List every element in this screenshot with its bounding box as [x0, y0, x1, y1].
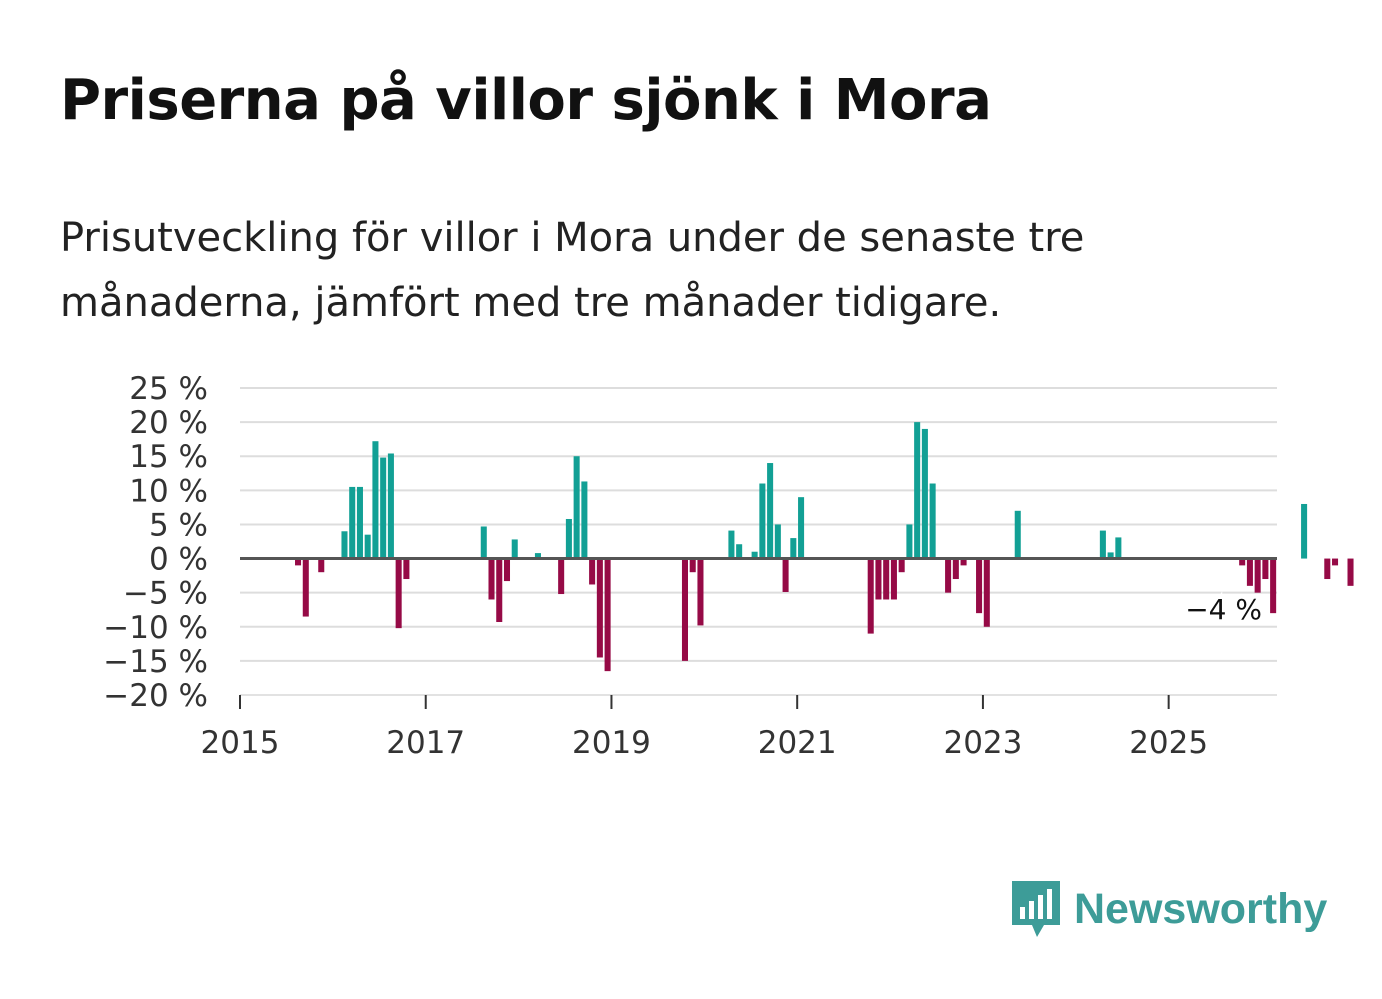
bar	[573, 456, 580, 559]
grid-lines	[240, 387, 1277, 696]
bar	[883, 558, 890, 600]
bar	[689, 558, 696, 573]
bar	[921, 428, 928, 559]
bar	[1014, 510, 1021, 559]
y-tick-label: 15 %	[129, 439, 208, 475]
bar	[782, 558, 789, 592]
bar	[1246, 558, 1253, 586]
bar	[945, 558, 952, 593]
bar	[1099, 530, 1106, 559]
bar	[395, 558, 402, 629]
bar	[898, 558, 905, 573]
bar	[387, 453, 394, 559]
brand-name: Newsworthy	[1074, 884, 1328, 933]
bar	[867, 558, 874, 634]
bar	[356, 486, 363, 559]
bar-chart-speech-bubble-icon	[1012, 881, 1060, 937]
bar	[1301, 503, 1308, 559]
bar	[875, 558, 882, 600]
bar	[767, 463, 774, 559]
y-axis-labels: 25 %20 %15 %10 %5 %0 %−5 %−10 %−15 %−20 …	[103, 371, 208, 714]
last-value-label: −4 %	[1185, 593, 1262, 626]
x-tick-label: 2025	[1129, 725, 1208, 761]
bar	[558, 558, 565, 595]
bar	[906, 524, 913, 559]
bar	[960, 558, 967, 566]
bar	[890, 558, 897, 600]
bar	[341, 531, 348, 559]
bar	[511, 539, 518, 559]
y-tick-label: 5 %	[149, 507, 208, 543]
bar	[736, 544, 743, 559]
bar	[759, 483, 766, 559]
bar	[697, 558, 704, 626]
x-tick-label: 2021	[758, 725, 837, 761]
bar	[1324, 558, 1331, 580]
y-tick-label: −10 %	[103, 610, 208, 646]
bar	[1239, 558, 1246, 566]
x-axis: 2015 2017 2019 2021 2023 2025	[201, 694, 1277, 761]
y-tick-label: −5 %	[123, 576, 208, 612]
bar	[318, 558, 325, 573]
bar	[295, 558, 302, 566]
y-tick-label: 25 %	[129, 371, 208, 407]
bar	[480, 526, 487, 559]
x-tick-label: 2023	[943, 725, 1022, 761]
bar	[372, 441, 379, 559]
annotation: −4 %	[1182, 590, 1265, 629]
bar	[952, 558, 959, 580]
bar	[503, 558, 511, 582]
bar	[983, 558, 990, 627]
x-tick-label: 2019	[572, 725, 651, 761]
x-tick-label: 2017	[386, 725, 465, 761]
bar	[1262, 558, 1269, 580]
bar	[1107, 552, 1114, 559]
bar	[1347, 558, 1354, 586]
y-tick-label: 0 %	[149, 542, 208, 578]
bar	[496, 558, 503, 623]
bar	[790, 538, 797, 559]
bar	[534, 553, 541, 559]
bar	[380, 457, 387, 559]
bar	[774, 524, 781, 559]
bar	[565, 518, 572, 559]
bar	[581, 481, 588, 559]
bar	[681, 558, 688, 661]
page-title: Priserna på villor sjönk i Mora	[60, 68, 992, 133]
bar	[914, 422, 921, 559]
bar	[364, 534, 371, 559]
bar	[604, 558, 611, 672]
bar	[1332, 558, 1339, 566]
bar	[976, 558, 983, 614]
bar	[302, 558, 309, 617]
bars	[295, 422, 1354, 672]
newsworthy-logo: Newsworthy	[1010, 878, 1327, 940]
bar	[488, 558, 495, 600]
bar	[1270, 558, 1277, 614]
bar	[596, 558, 603, 658]
bar	[1254, 558, 1261, 593]
bar-chart: 25 %20 %15 %10 %5 %0 %−5 %−10 %−15 %−20 …	[103, 371, 1354, 761]
bar	[751, 551, 758, 559]
bar	[349, 486, 356, 559]
bar	[798, 497, 805, 559]
bar	[1115, 537, 1122, 559]
y-tick-label: −15 %	[103, 644, 208, 680]
bar	[728, 530, 735, 559]
x-tick-label: 2015	[201, 725, 280, 761]
y-tick-label: 10 %	[129, 473, 208, 509]
y-tick-label: 20 %	[129, 405, 208, 441]
chart-subtitle: Prisutveckling för villor i Mora under d…	[60, 215, 1085, 326]
y-tick-label: −20 %	[103, 678, 208, 714]
bar	[589, 558, 596, 585]
bar	[403, 558, 410, 580]
bar	[929, 483, 936, 559]
